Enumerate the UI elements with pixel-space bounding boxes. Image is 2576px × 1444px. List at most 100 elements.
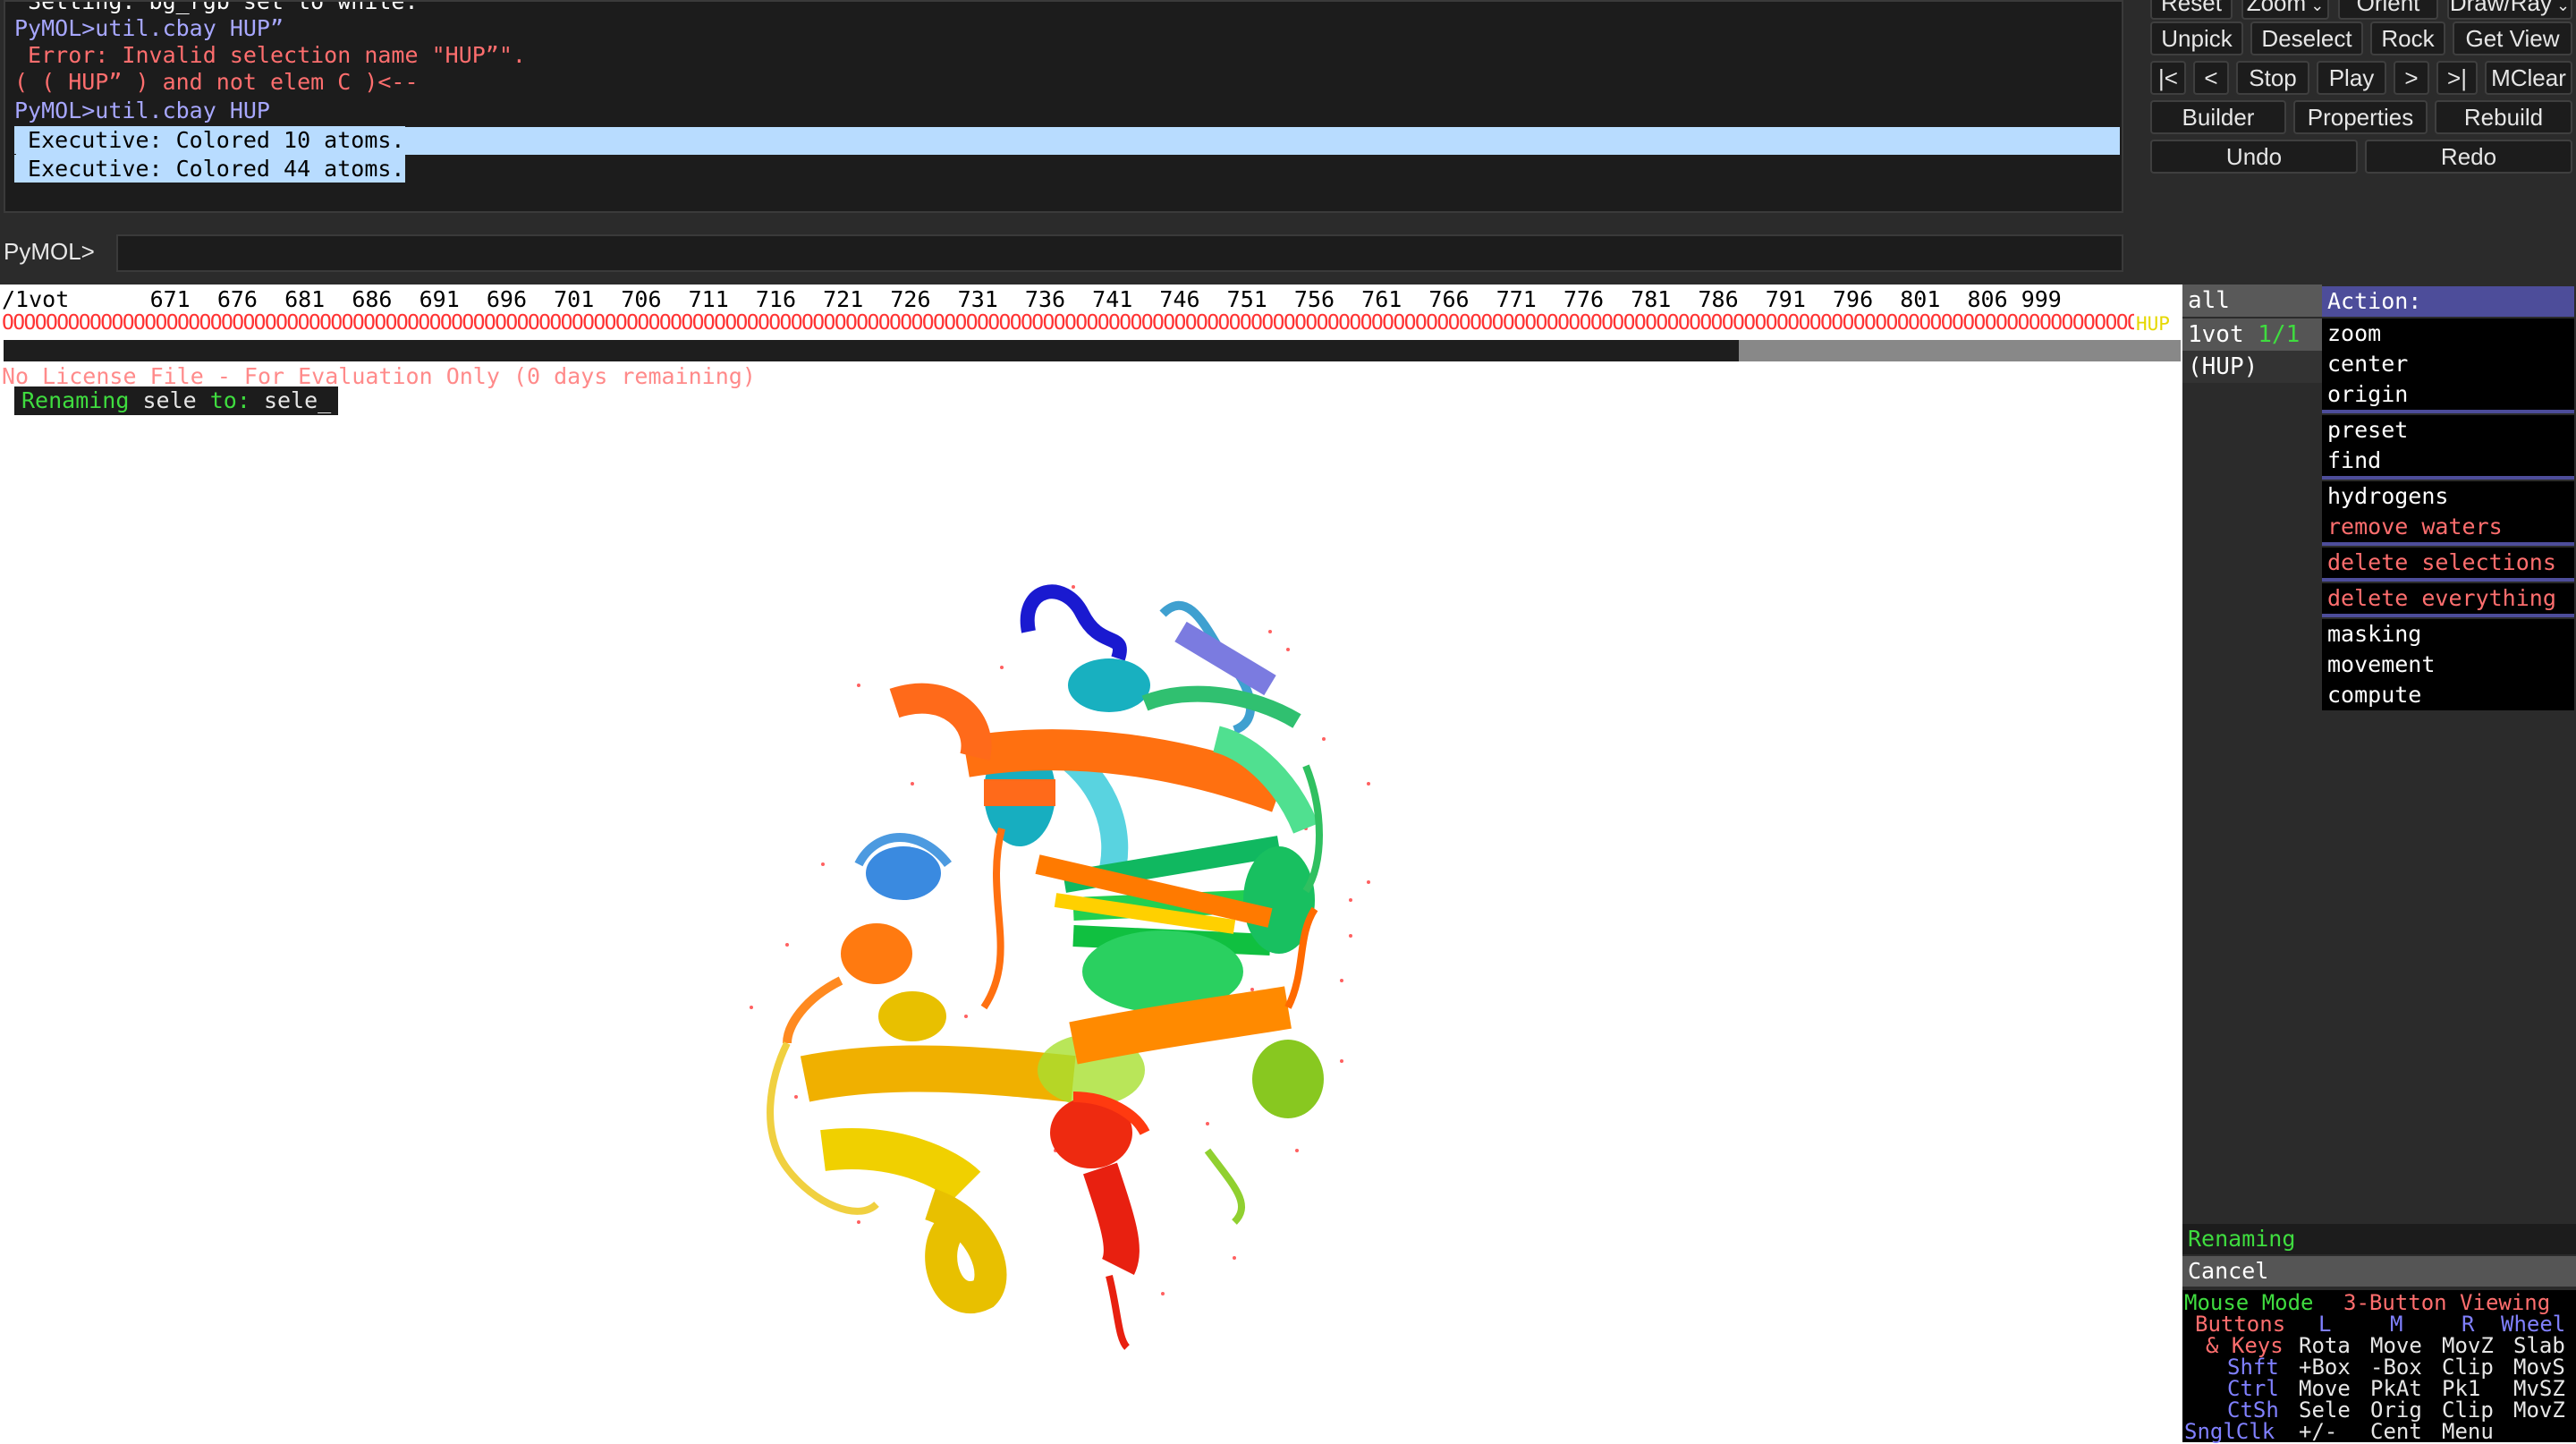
protein-cartoon	[750, 584, 1370, 1350]
mouse-cell: Clip	[2442, 1397, 2494, 1423]
menu-item-hydrogens[interactable]: hydrogens	[2322, 481, 2574, 512]
console-line: Setting: bg_rgb set to white.	[14, 0, 419, 14]
menu-item-remove-waters[interactable]: remove waters	[2322, 512, 2574, 542]
menu-item-compute[interactable]: compute	[2322, 680, 2574, 710]
first-frame-button[interactable]: |<	[2150, 61, 2186, 95]
license-warning: No License File - For Evaluation Only (0…	[2, 363, 756, 389]
rename-word: Renaming	[21, 387, 130, 413]
menu-separator	[2322, 410, 2574, 413]
mclear-button[interactable]: MClear	[2485, 61, 2572, 95]
draw-ray-button[interactable]: Draw/Ray ⌄	[2447, 0, 2572, 20]
mouse-row-label: Ctrl	[2227, 1376, 2279, 1401]
command-prompt-label: PyMOL>	[4, 238, 95, 265]
rock-button[interactable]: Rock	[2370, 21, 2445, 55]
mouse-cell: MovZ	[2513, 1397, 2565, 1423]
menu-item-delete-selections[interactable]: delete selections	[2322, 548, 2574, 578]
mouse-col-l: L	[2318, 1312, 2332, 1337]
mouse-mode-name: 3-Button Viewing	[2343, 1290, 2551, 1315]
menu-item-zoom[interactable]: zoom	[2322, 319, 2574, 349]
top-panel: Setting: bg_rgb set to white. PyMOL>util…	[0, 0, 2576, 285]
mouse-col-wheel: Wheel	[2501, 1312, 2566, 1337]
next-frame-button[interactable]: >	[2394, 61, 2429, 95]
last-frame-button[interactable]: >|	[2436, 61, 2478, 95]
menu-separator	[2322, 542, 2574, 546]
console-line: PyMOL>util.cbay HUP	[14, 98, 270, 123]
mouse-row-label: CtSh	[2227, 1397, 2279, 1423]
mouse-row-label: Shft	[2227, 1355, 2279, 1380]
menu-item-origin[interactable]: origin	[2322, 379, 2574, 410]
mouse-cell: Move	[2299, 1376, 2351, 1401]
reset-button[interactable]: Reset	[2150, 0, 2233, 20]
sequence-ligand[interactable]: HUP	[2136, 313, 2170, 335]
zoom-button-label: Zoom	[2246, 0, 2307, 16]
rename-old-name: sele	[129, 387, 210, 413]
mouse-cell: Cent	[2370, 1419, 2422, 1444]
play-button[interactable]: Play	[2317, 61, 2386, 95]
sequence-scrollbar-thumb[interactable]	[1739, 340, 2181, 361]
mouse-cell: MovZ	[2442, 1333, 2494, 1358]
undo-button[interactable]: Undo	[2150, 140, 2358, 174]
mouse-cell: +/-	[2299, 1419, 2338, 1444]
object-1vot-state: 1/1	[2258, 321, 2301, 348]
sequence-number-line: /1vot 671 676 681 686 691 696 701 706 71…	[2, 286, 2062, 312]
mouse-mode-title: Mouse Mode	[2184, 1290, 2314, 1315]
object-all[interactable]: all	[2182, 285, 2322, 317]
console-error-line: ( ( HUP” ) and not elem C )<--	[14, 69, 419, 95]
mouse-cell: Clip	[2442, 1355, 2494, 1380]
mouse-col-m: M	[2390, 1312, 2403, 1337]
rename-new-name: sele_	[250, 387, 332, 413]
sequence-numbers: /1vot 671 676 681 686 691 696 701 706 71…	[0, 286, 2182, 312]
console-output[interactable]: Setting: bg_rgb set to white. PyMOL>util…	[4, 0, 2123, 213]
unpick-button[interactable]: Unpick	[2150, 21, 2243, 55]
mouse-cell: -Box	[2370, 1355, 2422, 1380]
mouse-cell: PkAt	[2370, 1376, 2422, 1401]
prev-frame-button[interactable]: <	[2193, 61, 2229, 95]
chevron-down-icon: ⌄	[2306, 0, 2325, 14]
deselect-button[interactable]: Deselect	[2250, 21, 2363, 55]
mouse-cell: Menu	[2442, 1419, 2494, 1444]
menu-item-delete-everything[interactable]: delete everything	[2322, 583, 2574, 614]
zoom-button[interactable]: Zoom ⌄	[2241, 0, 2329, 20]
rename-to-label: to:	[209, 387, 250, 413]
orient-button[interactable]: Orient	[2338, 0, 2438, 20]
molecule-viewer[interactable]: No License File - For Evaluation Only (0…	[0, 363, 2182, 1442]
menu-separator	[2322, 578, 2574, 582]
selection-hup[interactable]: (HUP)	[2182, 351, 2322, 383]
object-1vot[interactable]: 1vot 1/1	[2182, 319, 2322, 351]
stop-button[interactable]: Stop	[2236, 61, 2309, 95]
action-menu: Action: zoom center origin preset find h…	[2322, 285, 2576, 726]
console-line: Executive: Colored 10 atoms.	[14, 126, 405, 154]
sequence-residue-line[interactable]: OOOOOOOOOOOOOOOOOOOOOOOOOOOOOOOOOOOOOOOO…	[2, 311, 2134, 335]
command-input[interactable]	[116, 234, 2123, 272]
builder-button[interactable]: Builder	[2150, 100, 2286, 134]
mouse-mode-grid[interactable]: Mouse Mode 3-Button Viewing Buttons L M …	[2182, 1290, 2576, 1442]
mouse-cell: Rota	[2299, 1333, 2351, 1358]
menu-item-masking[interactable]: masking	[2322, 619, 2574, 650]
redo-button[interactable]: Redo	[2365, 140, 2572, 174]
water-dots	[750, 585, 1370, 1295]
cancel-button[interactable]: Cancel	[2182, 1256, 2576, 1287]
menu-separator	[2322, 614, 2574, 617]
object-1vot-name: 1vot	[2188, 321, 2244, 348]
menu-item-movement[interactable]: movement	[2322, 650, 2574, 680]
mouse-row-label: & Keys	[2206, 1333, 2284, 1358]
mouse-cell: Move	[2370, 1333, 2422, 1358]
command-row: PyMOL>	[0, 234, 2129, 272]
sequence-residues[interactable]: OOOOOOOOOOOOOOOOOOOOOOOOOOOOOOOOOOOOOOOO…	[0, 311, 2182, 338]
menu-separator	[2322, 476, 2574, 480]
mouse-cell: Pk1	[2442, 1376, 2481, 1401]
properties-button[interactable]: Properties	[2293, 100, 2428, 134]
rebuild-button[interactable]: Rebuild	[2435, 100, 2572, 134]
mouse-row-label: SnglClk	[2184, 1419, 2275, 1444]
object-panel: all 1vot 1/1 (HUP) Action: zoom center o…	[2182, 285, 2576, 1442]
chevron-down-icon: ⌄	[2552, 0, 2571, 14]
menu-item-preset[interactable]: preset	[2322, 415, 2574, 446]
get-view-button[interactable]: Get View	[2453, 21, 2572, 55]
rename-prompt: Renaming sele to: sele_	[14, 386, 339, 415]
menu-item-find[interactable]: find	[2322, 446, 2574, 476]
mouse-cell: +Box	[2299, 1355, 2351, 1380]
draw-ray-label: Draw/Ray	[2449, 0, 2553, 16]
menu-item-center[interactable]: center	[2322, 349, 2574, 379]
mouse-row-label: Buttons	[2195, 1312, 2286, 1337]
console-error-line: Error: Invalid selection name "HUP”".	[14, 42, 526, 68]
